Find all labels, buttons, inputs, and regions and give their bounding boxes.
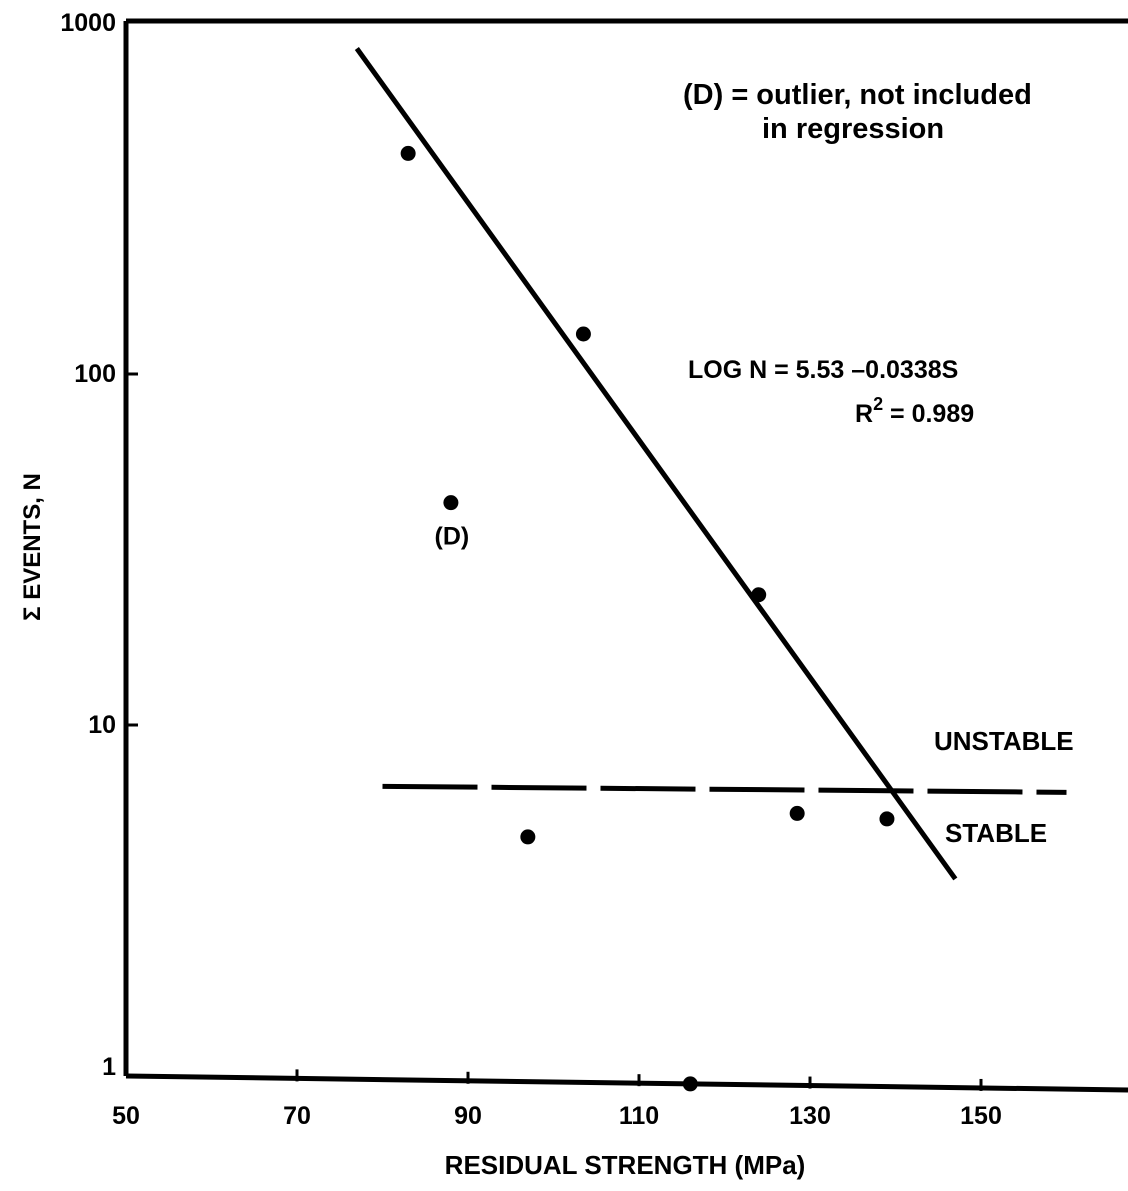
outlier-note-line2: in regression — [762, 113, 944, 145]
plot-frame — [123, 18, 1128, 1093]
y-tick-label-100: 100 — [74, 360, 116, 388]
unstable-label: UNSTABLE — [934, 726, 1074, 756]
outlier-point-label: (D) — [435, 523, 470, 551]
stable-unstable-threshold — [382, 783, 1067, 795]
data-points: (D) — [400, 145, 895, 1092]
r-squared-exponent: 2 — [873, 394, 883, 414]
axis-ticks — [126, 372, 983, 1091]
data-point — [400, 145, 416, 161]
r-squared-prefix: R — [855, 400, 873, 428]
outlier-note-line1: (D) = outlier, not included — [683, 79, 1032, 111]
regression-line — [354, 47, 958, 881]
data-point — [575, 326, 591, 342]
x-tick-label-130: 130 — [789, 1102, 831, 1130]
x-tick-label-50: 50 — [112, 1102, 140, 1130]
data-point — [789, 805, 805, 821]
regression-equation: LOG N = 5.53 –0.0338S — [688, 356, 958, 384]
data-point — [751, 587, 767, 603]
y-axis-label: Σ EVENTS, N — [19, 473, 46, 621]
y-tick-label-1: 1 — [102, 1053, 116, 1081]
y-tick-label-10: 10 — [88, 711, 116, 739]
x-axis-label: RESIDUAL STRENGTH (MPa) — [445, 1150, 806, 1180]
x-tick-label-70: 70 — [283, 1102, 311, 1130]
threshold-line — [382, 783, 1067, 795]
regression-line-group — [354, 47, 958, 881]
x-tick-label-150: 150 — [960, 1102, 1002, 1130]
y-tick-label-1000: 1000 — [60, 9, 116, 37]
data-point — [443, 495, 459, 511]
data-point — [682, 1076, 698, 1092]
data-point — [879, 811, 895, 827]
data-point — [520, 829, 536, 845]
r-squared-value: = 0.989 — [883, 400, 974, 428]
x-tick-label-110: 110 — [619, 1102, 659, 1130]
x-tick-label-90: 90 — [454, 1102, 482, 1130]
stable-label: STABLE — [945, 818, 1047, 848]
r-squared: R2 = 0.989 — [855, 394, 974, 428]
